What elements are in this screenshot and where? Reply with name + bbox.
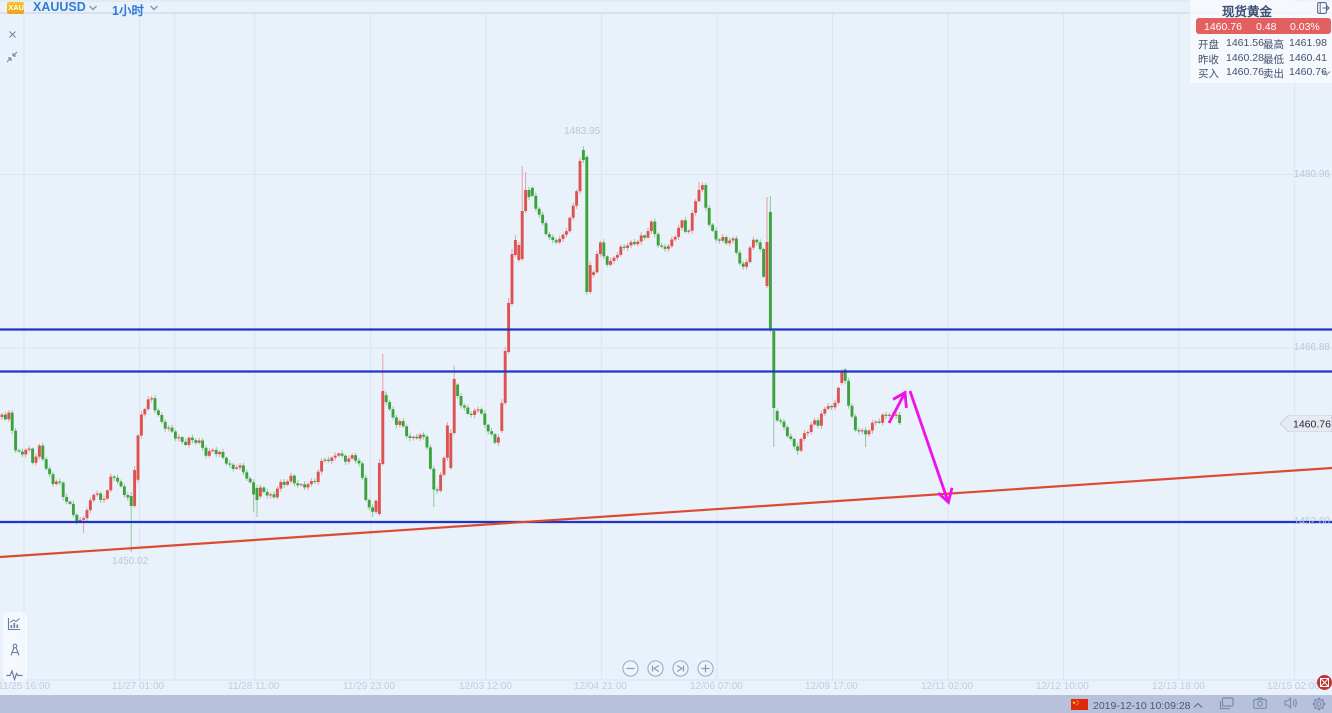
- svg-text:1460.76: 1460.76: [1293, 419, 1331, 431]
